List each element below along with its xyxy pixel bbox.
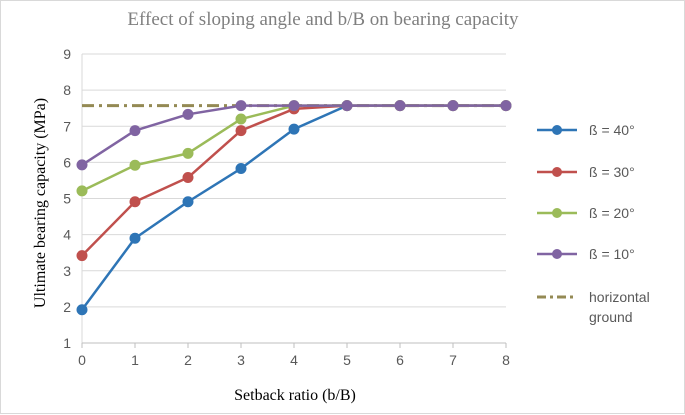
x-tick-label: 8 [502, 352, 510, 368]
y-tick-label: 6 [63, 154, 71, 170]
legend-label: ß = 40° [589, 122, 635, 138]
legend-label: horizontal ground [589, 289, 650, 325]
y-tick-label: 3 [63, 263, 71, 279]
y-tick-label: 1 [63, 335, 71, 351]
data-point [182, 147, 194, 159]
data-point [182, 172, 194, 184]
x-tick-label: 0 [78, 352, 86, 368]
x-tick-labels: 0 1 2 3 4 5 6 7 8 [78, 352, 510, 368]
y-tick-label: 5 [63, 191, 71, 207]
y-tick-label: 9 [63, 46, 71, 62]
series-10 [76, 100, 512, 171]
data-point [341, 100, 353, 112]
x-tick-label: 4 [290, 352, 298, 368]
axes [81, 54, 507, 348]
data-point [76, 185, 88, 197]
x-tick-label: 6 [396, 352, 404, 368]
legend-swatch-marker [552, 208, 562, 218]
legend: ß = 40° ß = 30° ß = 20° ß = 10° horizontal gr… [537, 122, 650, 325]
legend-label: ß = 10° [589, 246, 635, 262]
legend-swatch-marker [552, 125, 562, 135]
x-tick-label: 2 [184, 352, 192, 368]
data-point [235, 100, 247, 112]
data-point [76, 159, 88, 171]
y-tick-label: 4 [63, 227, 71, 243]
data-point [182, 108, 194, 120]
series-line [81, 104, 506, 166]
y-tick-label: 7 [63, 118, 71, 134]
chart-title: Effect of sloping angle and b/B on beari… [127, 9, 519, 30]
y-axis-title: Ultimate bearing capacity (MPa) [32, 98, 49, 308]
data-point [288, 123, 300, 135]
legend-item: ß = 20° [537, 205, 635, 221]
data-point [447, 100, 459, 112]
data-point [76, 304, 88, 316]
legend-item: ß = 30° [537, 164, 635, 180]
legend-item: horizontal ground [537, 289, 650, 325]
x-tick-label: 7 [449, 352, 457, 368]
data-point [129, 159, 141, 171]
gridlines [82, 53, 506, 308]
legend-item: ß = 10° [537, 246, 635, 262]
y-tick-labels: 1 2 3 4 5 6 7 8 9 [63, 46, 71, 351]
x-tick-label: 3 [237, 352, 245, 368]
data-point [235, 125, 247, 137]
legend-swatch-marker [552, 167, 562, 177]
data-point [129, 232, 141, 244]
legend-label: ß = 20° [589, 205, 635, 221]
series-line [80, 104, 506, 311]
x-tick-label: 1 [131, 352, 139, 368]
legend-label-line: ground [589, 309, 633, 325]
data-point [235, 113, 247, 125]
series-20 [76, 100, 512, 197]
legend-label: ß = 30° [589, 164, 635, 180]
x-axis-title: Setback ratio (b/B) [234, 387, 356, 404]
y-tick-label: 2 [63, 299, 71, 315]
data-point [182, 196, 194, 208]
data-point [288, 100, 300, 112]
x-tick-label: 5 [343, 352, 351, 368]
data-point [394, 100, 406, 112]
data-point [235, 163, 247, 175]
legend-swatch-marker [552, 249, 562, 259]
data-point [500, 100, 512, 112]
legend-label-line: horizontal [589, 289, 650, 305]
data-point [129, 196, 141, 208]
series-layer [76, 100, 512, 316]
legend-item: ß = 40° [537, 122, 635, 138]
data-point [76, 250, 88, 262]
series-40 [76, 100, 512, 316]
series-line [81, 104, 506, 193]
y-tick-label: 8 [63, 82, 71, 98]
data-point [129, 125, 141, 137]
